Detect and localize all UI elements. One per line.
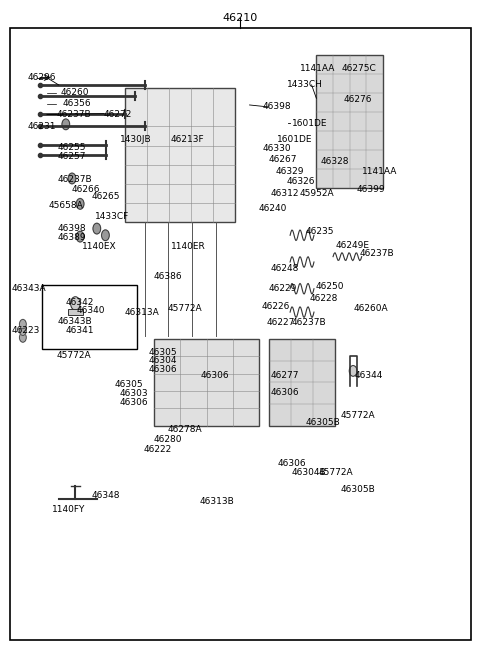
Text: 46348: 46348	[91, 491, 120, 501]
Text: 46237B: 46237B	[56, 110, 91, 119]
Text: 45772A: 45772A	[168, 304, 202, 313]
Text: 46313A: 46313A	[124, 307, 159, 317]
Bar	[125, 89, 235, 222]
Text: 46306: 46306	[148, 365, 177, 374]
Circle shape	[71, 297, 80, 310]
Circle shape	[102, 230, 109, 241]
Text: 1141AA: 1141AA	[362, 167, 397, 176]
Text: 46303: 46303	[120, 389, 148, 398]
Text: 46260A: 46260A	[354, 304, 388, 313]
Text: 46386: 46386	[153, 272, 182, 281]
Text: 46312: 46312	[271, 189, 300, 199]
Text: 46255: 46255	[58, 142, 86, 152]
Circle shape	[93, 223, 101, 234]
Text: 46343A: 46343A	[12, 285, 47, 293]
Bar	[316, 55, 383, 189]
Text: 46329: 46329	[276, 167, 304, 176]
Text: 46276: 46276	[344, 95, 372, 104]
Text: 46237B: 46237B	[360, 250, 394, 258]
Text: 46235: 46235	[306, 227, 335, 236]
Text: 45772A: 45772A	[56, 351, 91, 360]
Circle shape	[62, 119, 70, 130]
Text: 46304B: 46304B	[291, 468, 326, 477]
Text: 1601DE: 1601DE	[291, 119, 327, 127]
Text: 46237B: 46237B	[58, 175, 92, 185]
Text: 46342: 46342	[66, 298, 94, 307]
Text: 46240: 46240	[258, 204, 287, 213]
Text: 46213F: 46213F	[171, 136, 204, 144]
Text: 46266: 46266	[72, 185, 100, 194]
Text: 46257: 46257	[58, 152, 86, 161]
Text: 46340: 46340	[77, 305, 105, 315]
Text: 46356: 46356	[62, 99, 91, 108]
Text: 46237B: 46237B	[291, 317, 326, 327]
Text: 46306: 46306	[277, 459, 306, 468]
Text: 46305: 46305	[148, 348, 177, 357]
Text: 46272: 46272	[104, 110, 132, 119]
Circle shape	[20, 333, 26, 342]
Text: 46229: 46229	[269, 285, 297, 293]
Text: 46226: 46226	[262, 302, 290, 311]
Text: 46222: 46222	[144, 445, 172, 454]
Text: 1141AA: 1141AA	[300, 64, 335, 72]
Text: 46296: 46296	[28, 73, 56, 82]
Circle shape	[20, 319, 26, 329]
Bar	[42, 285, 137, 349]
Bar	[154, 339, 259, 425]
Text: 46398: 46398	[58, 224, 86, 233]
Text: 46277: 46277	[271, 371, 300, 380]
Text: 45772A: 45772A	[319, 468, 353, 477]
Text: 46265: 46265	[91, 192, 120, 201]
Text: 46313B: 46313B	[199, 497, 234, 506]
Circle shape	[68, 173, 76, 184]
Text: 45658A: 45658A	[48, 201, 83, 210]
Text: 46306: 46306	[120, 399, 148, 407]
Circle shape	[76, 199, 84, 209]
Text: 46305: 46305	[115, 380, 144, 389]
Text: 46249E: 46249E	[336, 241, 370, 250]
Text: 46389: 46389	[58, 233, 86, 242]
Text: 46306: 46306	[271, 388, 300, 397]
Text: 1433CH: 1433CH	[287, 81, 323, 89]
Text: 46330: 46330	[263, 144, 291, 153]
Text: 46305B: 46305B	[340, 484, 375, 494]
Text: 46228: 46228	[309, 295, 337, 303]
Text: 46326: 46326	[287, 177, 315, 187]
Text: 46231: 46231	[28, 122, 56, 131]
Text: 46398: 46398	[263, 103, 291, 111]
Circle shape	[76, 231, 84, 242]
Text: 46304: 46304	[148, 356, 177, 366]
Text: 45772A: 45772A	[340, 411, 375, 420]
Text: 46328: 46328	[320, 157, 348, 166]
Text: 46343B: 46343B	[58, 317, 92, 326]
Text: 1430JB: 1430JB	[120, 136, 151, 144]
Text: 46227: 46227	[266, 317, 295, 327]
Bar	[269, 339, 336, 425]
Text: 46305B: 46305B	[306, 418, 341, 427]
Text: 1140ER: 1140ER	[171, 242, 205, 251]
Text: 46306: 46306	[201, 371, 229, 380]
Text: 1140EX: 1140EX	[82, 242, 116, 251]
Text: 1140FY: 1140FY	[51, 505, 85, 514]
Text: 1601DE: 1601DE	[277, 136, 313, 144]
Text: 46223: 46223	[12, 326, 40, 336]
Bar	[68, 309, 83, 315]
Text: 1433CF: 1433CF	[95, 212, 129, 221]
Text: 46250: 46250	[315, 282, 344, 291]
Text: 46260: 46260	[61, 89, 90, 97]
Text: 45952A: 45952A	[300, 189, 334, 199]
Text: 46248: 46248	[271, 264, 300, 273]
Text: 46210: 46210	[222, 13, 258, 23]
Text: 46399: 46399	[357, 185, 385, 195]
Text: 46275C: 46275C	[341, 64, 376, 72]
Text: 46278A: 46278A	[168, 425, 202, 433]
Text: 46344: 46344	[355, 371, 383, 380]
Text: 46341: 46341	[66, 326, 94, 336]
Text: 46280: 46280	[153, 435, 181, 444]
Circle shape	[349, 366, 357, 376]
Text: 46267: 46267	[269, 155, 297, 164]
Circle shape	[20, 326, 26, 336]
